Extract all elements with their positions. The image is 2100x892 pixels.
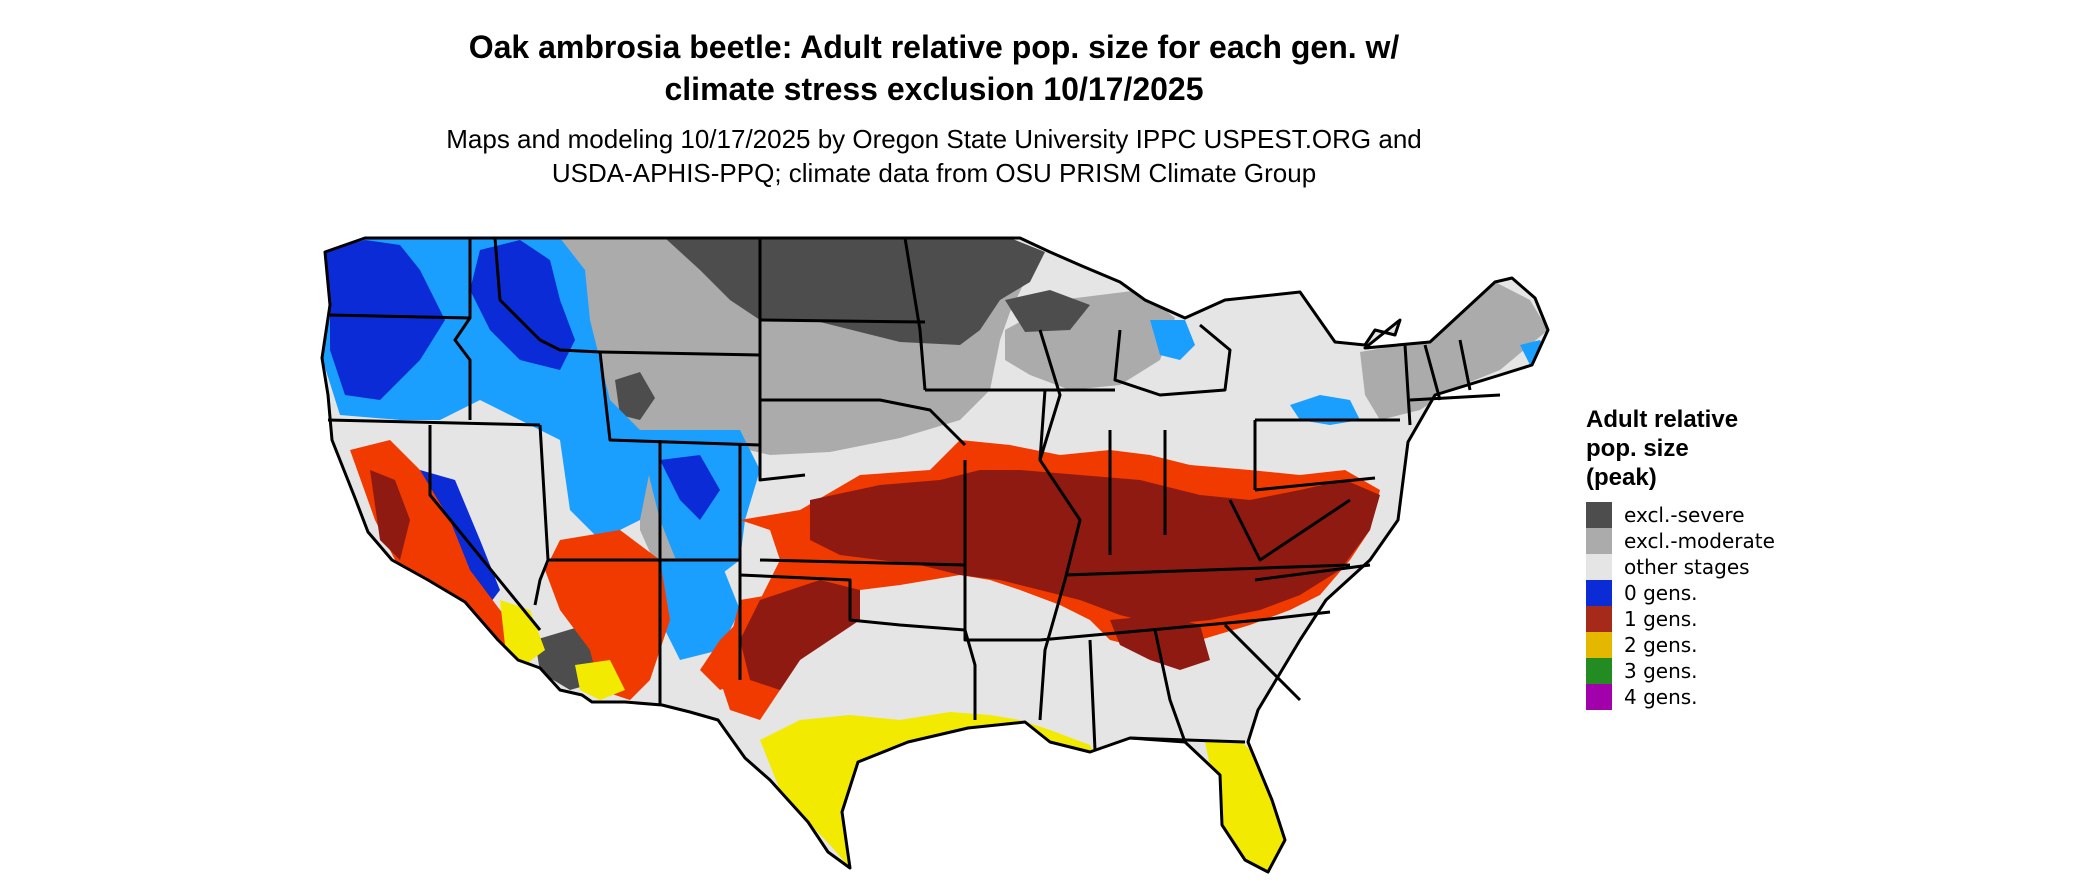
state-border-ms-al	[1088, 639, 1097, 751]
state-border-ne-ks	[760, 398, 967, 447]
state-border-or-ca	[327, 418, 541, 427]
legend-title-line-3: (peak)	[1586, 464, 1657, 491]
legend-item-3-gens: 3 gens.	[1586, 658, 1698, 684]
two-gens-florida	[1205, 740, 1285, 872]
one-gen-dark-southeast	[1110, 615, 1210, 670]
severe-exclusion-wyoming	[615, 372, 655, 420]
state-border-vt-nh	[1423, 344, 1442, 401]
zero-gens-idaho-dark	[470, 240, 575, 370]
legend-label: excl.-severe	[1624, 503, 1745, 527]
map-subtitle-line-1: Maps and modeling 10/17/2025 by Oregon S…	[446, 124, 1422, 154]
one-gen-southwest	[545, 530, 670, 700]
legend-item-0-gens: 0 gens.	[1586, 580, 1698, 606]
legend-swatch	[1586, 632, 1612, 658]
state-border-nd-sd	[759, 318, 926, 324]
state-border-ga-sc	[1223, 623, 1302, 702]
state-border-mo-ar	[963, 460, 1040, 642]
legend-swatch	[1586, 528, 1612, 554]
state-border-mn-west	[903, 237, 927, 391]
state-border-nv-ut	[533, 424, 550, 606]
severe-exclusion-michigan	[1005, 290, 1090, 332]
zero-gens-michigan	[1150, 320, 1195, 360]
legend-label: 3 gens.	[1624, 659, 1698, 683]
legend-swatch	[1586, 554, 1612, 580]
state-border-tn-south	[1039, 618, 1261, 642]
legend-label: 0 gens.	[1624, 581, 1698, 605]
map-subtitle: Maps and modeling 10/17/2025 by Oregon S…	[0, 122, 1868, 190]
state-border-wv-va	[1228, 498, 1351, 562]
state-border-michigan	[1113, 323, 1232, 397]
zero-gens-rockies-dark	[660, 455, 720, 520]
state-border-idaho-west	[453, 238, 472, 420]
state-border-dakotas-east	[758, 238, 806, 482]
moderate-exclusion-new-england	[1360, 282, 1548, 420]
legend-item-2-gens: 2 gens.	[1586, 632, 1698, 658]
legend-item-excl-moderate: excl.-moderate	[1586, 528, 1775, 554]
one-gen-dark-central	[810, 470, 1380, 625]
two-gens-arizona	[575, 660, 625, 700]
legend-swatch	[1586, 684, 1612, 710]
zero-gens-new-mexico	[660, 560, 740, 660]
legend-label: 1 gens.	[1624, 607, 1698, 631]
state-border-al-ga	[1153, 629, 1187, 743]
legend-title-line-2: pop. size	[1586, 435, 1689, 462]
legend-label: 4 gens.	[1624, 685, 1698, 709]
map-legend: Adult relative pop. size (peak) excl.-se…	[1586, 405, 1775, 710]
legend-item-4-gens: 4 gens.	[1586, 684, 1698, 710]
legend-swatch	[1586, 580, 1612, 606]
state-border-ky-tn	[1064, 563, 1351, 577]
state-border-mississippi-river	[1038, 329, 1082, 721]
two-gens-california-desert	[500, 600, 545, 665]
state-border-nc-sc	[1259, 610, 1331, 622]
state-border-va-nc	[1254, 563, 1371, 582]
one-gen-dark-texas	[740, 580, 860, 690]
state-border-layer	[320, 236, 1550, 874]
state-border-ga-fl	[1129, 736, 1246, 744]
state-border-pa-south	[1254, 476, 1376, 492]
legend-title-line-1: Adult relative	[1586, 406, 1739, 433]
legend-swatch	[1586, 502, 1612, 528]
legend-label: 2 gens.	[1624, 633, 1698, 657]
country-outline	[320, 236, 1550, 874]
legend-title: Adult relative pop. size (peak)	[1586, 405, 1738, 492]
state-border-new-england-south	[1409, 393, 1501, 402]
legend-item-1-gens: 1 gens.	[1586, 606, 1698, 632]
legend-label: excl.-moderate	[1624, 529, 1775, 553]
state-border-nh-me	[1458, 339, 1472, 391]
state-border-ar-la	[963, 629, 977, 720]
state-border-wa-or	[329, 313, 471, 320]
state-border-ny-new-england	[1403, 344, 1412, 426]
zero-gens-utah	[560, 430, 650, 540]
map-title-line-2: climate stress exclusion 10/17/2025	[664, 71, 1204, 107]
state-border-montana-south	[599, 350, 761, 357]
state-border-ok-tx	[739, 573, 966, 632]
legend-swatch	[1586, 658, 1612, 684]
map-title: Oak ambrosia beetle: Adult relative pop.…	[0, 26, 1868, 110]
state-border-ca-nv	[428, 425, 542, 631]
map-subtitle-line-2: USDA-APHIS-PPQ; climate data from OSU PR…	[551, 158, 1317, 188]
map-title-line-1: Oak ambrosia beetle: Adult relative pop.…	[468, 29, 1400, 65]
zero-gens-new-york	[1290, 395, 1360, 425]
state-border-idaho-montana	[493, 237, 601, 354]
legend-label: other stages	[1624, 555, 1750, 579]
legend-item-excl-severe: excl.-severe	[1586, 502, 1745, 528]
legend-item-other-stages: other stages	[1586, 554, 1750, 580]
state-border-ks-ok	[759, 558, 966, 567]
zero-gens-pacific-northwest-dark	[325, 240, 445, 400]
legend-swatch	[1586, 606, 1612, 632]
one-gen-dark-california	[370, 470, 410, 560]
